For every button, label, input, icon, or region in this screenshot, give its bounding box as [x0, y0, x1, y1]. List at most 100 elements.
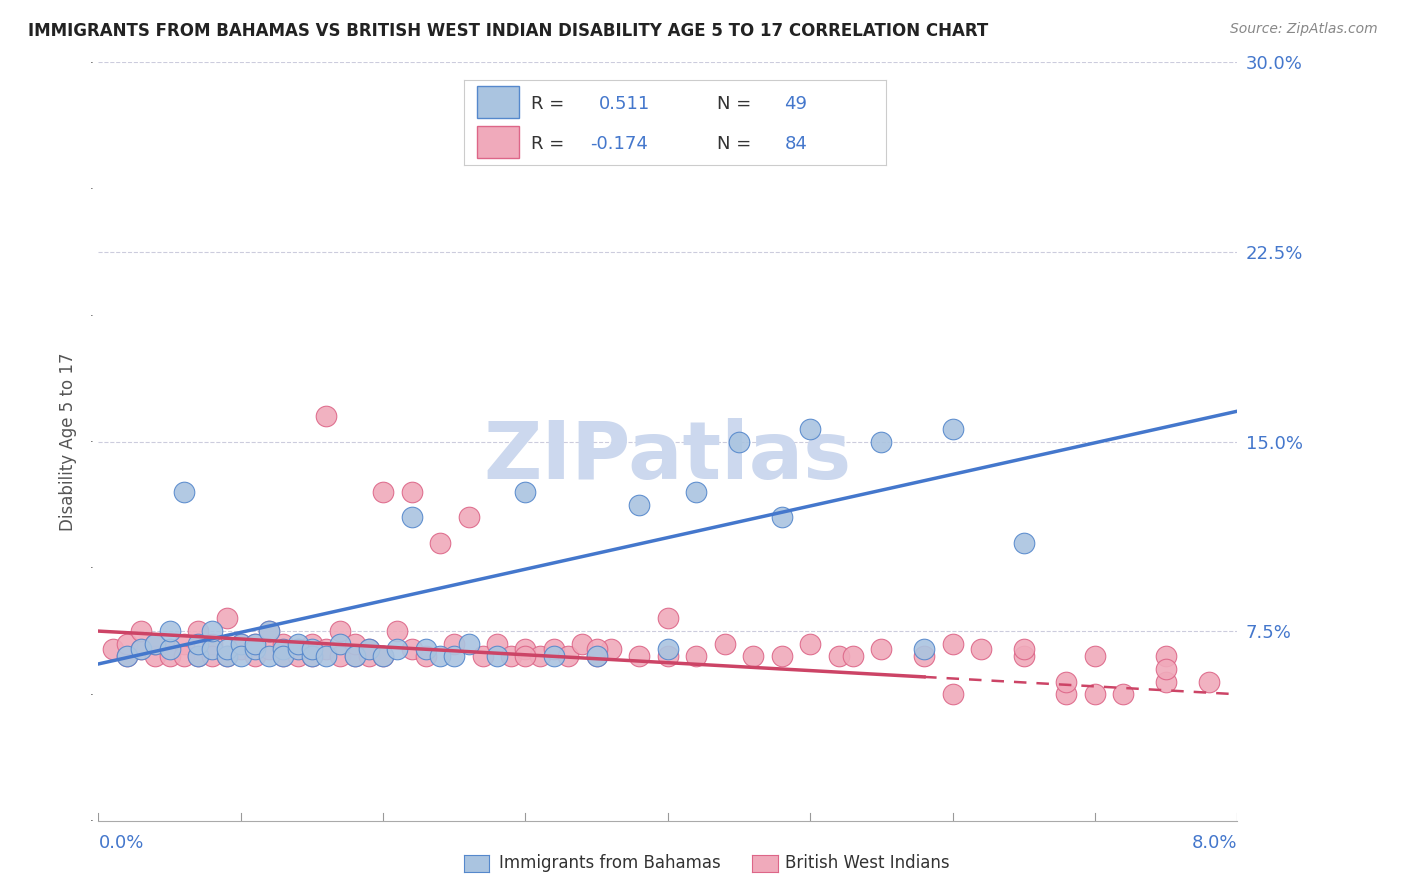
Point [685, 649, 707, 664]
Point [187, 624, 209, 639]
Point [1198, 674, 1220, 689]
Point [243, 649, 266, 664]
Point [728, 434, 751, 449]
Text: R =: R = [531, 135, 565, 153]
Point [357, 641, 380, 656]
Point [273, 641, 295, 656]
Point [343, 649, 366, 664]
Text: Immigrants from Bahamas: Immigrants from Bahamas [499, 855, 721, 872]
Point [215, 641, 238, 656]
Point [187, 649, 209, 664]
Point [357, 649, 380, 664]
Point [387, 641, 409, 656]
Point [145, 649, 167, 664]
Point [628, 649, 651, 664]
Point [471, 649, 494, 664]
Point [912, 649, 935, 664]
Point [243, 637, 266, 651]
Text: 84: 84 [785, 135, 807, 153]
Point [657, 641, 679, 656]
Point [343, 649, 366, 664]
Point [912, 641, 935, 656]
Point [215, 649, 238, 664]
Point [301, 637, 323, 651]
Point [742, 649, 765, 664]
Point [173, 485, 195, 500]
Y-axis label: Disability Age 5 to 17: Disability Age 5 to 17 [59, 352, 76, 531]
Point [229, 637, 252, 651]
Point [101, 641, 124, 656]
Point [457, 510, 479, 524]
Point [585, 641, 607, 656]
Point [443, 637, 465, 651]
Text: British West Indians: British West Indians [785, 855, 949, 872]
Point [329, 649, 352, 664]
Point [770, 510, 793, 524]
Point [657, 649, 679, 664]
Point [942, 687, 965, 701]
Point [259, 624, 281, 639]
Text: 0.511: 0.511 [599, 95, 650, 113]
Point [243, 637, 266, 651]
Point [145, 637, 167, 651]
Point [229, 649, 252, 664]
Point [942, 422, 965, 436]
Point [486, 649, 509, 664]
Text: Source: ZipAtlas.com: Source: ZipAtlas.com [1230, 22, 1378, 37]
Point [371, 485, 394, 500]
Text: 0.0%: 0.0% [98, 834, 143, 852]
Point [215, 649, 238, 664]
Point [842, 649, 865, 664]
Point [443, 649, 465, 664]
Point [229, 637, 252, 651]
Point [301, 649, 323, 664]
Point [1012, 649, 1035, 664]
Point [243, 641, 266, 656]
Point [970, 641, 993, 656]
Point [329, 637, 352, 651]
Point [187, 637, 209, 651]
Point [201, 641, 224, 656]
Text: ZIPatlas: ZIPatlas [484, 417, 852, 496]
Point [229, 641, 252, 656]
Point [159, 641, 181, 656]
Point [585, 649, 607, 664]
Point [343, 637, 366, 651]
Point [273, 649, 295, 664]
Point [870, 641, 893, 656]
Point [942, 637, 965, 651]
Point [259, 624, 281, 639]
Point [159, 649, 181, 664]
Point [301, 641, 323, 656]
Point [1112, 687, 1135, 701]
Point [371, 649, 394, 664]
Point [1012, 535, 1035, 549]
Point [1056, 687, 1078, 701]
Point [799, 637, 821, 651]
Point [315, 649, 337, 664]
Text: R =: R = [531, 95, 565, 113]
Point [173, 649, 195, 664]
Point [1154, 674, 1177, 689]
Point [287, 637, 309, 651]
Point [273, 637, 295, 651]
Point [115, 649, 138, 664]
Point [401, 641, 423, 656]
Point [401, 485, 423, 500]
Point [329, 624, 352, 639]
Point [1056, 674, 1078, 689]
Bar [477, 126, 519, 158]
Point [770, 649, 793, 664]
Text: N =: N = [717, 135, 751, 153]
Point [685, 485, 707, 500]
Point [371, 649, 394, 664]
Text: N =: N = [717, 95, 751, 113]
Point [129, 641, 152, 656]
Point [1154, 662, 1177, 676]
Point [145, 637, 167, 651]
Point [1154, 649, 1177, 664]
Point [259, 649, 281, 664]
Point [129, 624, 152, 639]
Point [401, 510, 423, 524]
Point [1084, 687, 1107, 701]
